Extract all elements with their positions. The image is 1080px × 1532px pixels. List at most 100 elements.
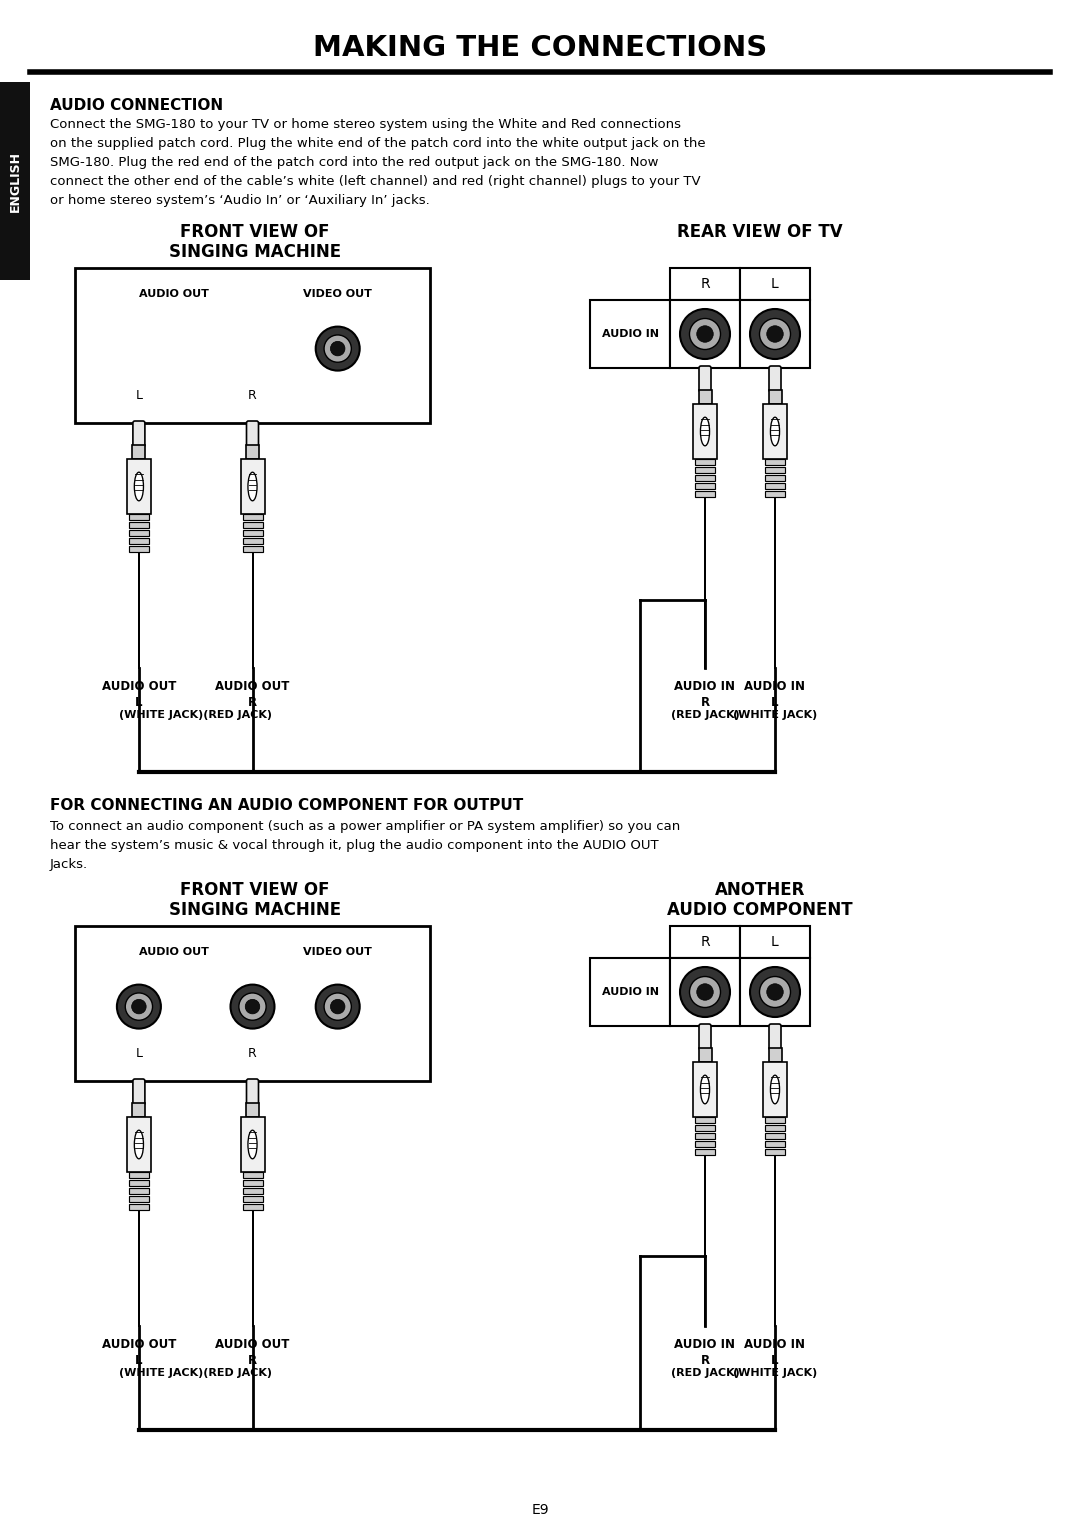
Bar	[762, 404, 787, 460]
Circle shape	[330, 342, 345, 355]
Text: R: R	[701, 1354, 710, 1367]
Text: FOR CONNECTING AN AUDIO COMPONENT FOR OUTPUT: FOR CONNECTING AN AUDIO COMPONENT FOR OU…	[50, 798, 523, 813]
Text: (WHITE JACK): (WHITE JACK)	[733, 1368, 818, 1377]
Bar	[243, 522, 262, 527]
Bar	[129, 1172, 149, 1178]
Circle shape	[759, 976, 791, 1008]
Bar	[670, 268, 740, 300]
FancyBboxPatch shape	[133, 421, 145, 447]
Bar	[696, 1134, 715, 1138]
FancyBboxPatch shape	[246, 421, 258, 447]
Bar	[765, 460, 785, 464]
Bar	[699, 1048, 712, 1062]
Text: Jacks.: Jacks.	[50, 858, 89, 872]
Text: AUDIO OUT: AUDIO OUT	[139, 290, 210, 299]
Text: L: L	[135, 389, 143, 401]
Circle shape	[324, 993, 351, 1020]
Text: R: R	[700, 277, 710, 291]
Text: AUDIO COMPONENT: AUDIO COMPONENT	[667, 901, 853, 919]
Text: connect the other end of the cable’s white (left channel) and red (right channel: connect the other end of the cable’s whi…	[50, 175, 701, 188]
Bar	[129, 1187, 149, 1193]
Bar	[765, 467, 785, 472]
Text: AUDIO OUT: AUDIO OUT	[102, 680, 176, 692]
Ellipse shape	[248, 472, 257, 501]
Text: FRONT VIEW OF: FRONT VIEW OF	[180, 881, 329, 899]
Bar	[127, 1117, 151, 1172]
Bar	[670, 925, 740, 958]
Bar	[740, 300, 810, 368]
Bar	[75, 925, 430, 1082]
Bar	[765, 1141, 785, 1146]
Text: REAR VIEW OF TV: REAR VIEW OF TV	[677, 224, 842, 241]
Circle shape	[689, 319, 720, 349]
Bar	[765, 475, 785, 481]
Bar	[696, 1141, 715, 1146]
Bar	[243, 1187, 262, 1193]
Bar	[243, 1172, 262, 1178]
Circle shape	[750, 967, 800, 1017]
Text: AUDIO CONNECTION: AUDIO CONNECTION	[50, 98, 224, 113]
Bar	[129, 1180, 149, 1186]
FancyBboxPatch shape	[246, 1079, 258, 1105]
Text: SINGING MACHINE: SINGING MACHINE	[168, 901, 341, 919]
Bar	[241, 460, 265, 515]
Text: R: R	[248, 696, 257, 709]
Text: L: L	[771, 696, 779, 709]
Ellipse shape	[701, 417, 710, 446]
Text: L: L	[135, 1046, 143, 1060]
Text: SMG-180. Plug the red end of the patch cord into the red output jack on the SMG-: SMG-180. Plug the red end of the patch c…	[50, 156, 659, 169]
Ellipse shape	[134, 472, 144, 501]
Ellipse shape	[770, 1075, 780, 1103]
Bar	[590, 300, 670, 368]
Bar	[243, 1180, 262, 1186]
Bar	[765, 490, 785, 496]
Text: AUDIO IN: AUDIO IN	[675, 680, 735, 692]
Text: E9: E9	[531, 1503, 549, 1517]
Bar	[129, 1204, 149, 1210]
Text: L: L	[135, 1354, 143, 1367]
Bar	[765, 1124, 785, 1131]
Bar	[133, 1103, 146, 1117]
Bar	[129, 522, 149, 527]
Text: AUDIO IN: AUDIO IN	[744, 680, 806, 692]
Text: on the supplied patch cord. Plug the white end of the patch cord into the white : on the supplied patch cord. Plug the whi…	[50, 136, 705, 150]
Text: L: L	[771, 277, 779, 291]
Bar	[133, 444, 146, 460]
Circle shape	[245, 999, 260, 1014]
Bar	[670, 300, 740, 368]
Bar	[765, 1134, 785, 1138]
Bar	[75, 268, 430, 423]
Text: Connect the SMG-180 to your TV or home stereo system using the White and Red con: Connect the SMG-180 to your TV or home s…	[50, 118, 681, 132]
Circle shape	[330, 999, 345, 1014]
FancyBboxPatch shape	[699, 1023, 711, 1049]
Bar	[243, 1204, 262, 1210]
Ellipse shape	[770, 417, 780, 446]
Bar	[0, 83, 30, 280]
Bar	[765, 1117, 785, 1123]
Bar	[696, 475, 715, 481]
FancyBboxPatch shape	[133, 1079, 145, 1105]
Circle shape	[767, 326, 783, 342]
Bar	[769, 391, 782, 404]
Bar	[129, 538, 149, 544]
Text: (WHITE JACK)(RED JACK): (WHITE JACK)(RED JACK)	[119, 709, 272, 720]
Bar	[243, 1196, 262, 1201]
Bar	[740, 925, 810, 958]
Ellipse shape	[248, 1131, 257, 1158]
Circle shape	[239, 993, 266, 1020]
Text: MAKING THE CONNECTIONS: MAKING THE CONNECTIONS	[313, 34, 767, 61]
Text: AUDIO OUT: AUDIO OUT	[102, 1337, 176, 1351]
Circle shape	[680, 309, 730, 358]
FancyBboxPatch shape	[769, 1023, 781, 1049]
Circle shape	[680, 967, 730, 1017]
Circle shape	[689, 976, 720, 1008]
Text: (RED JACK): (RED JACK)	[671, 709, 740, 720]
Bar	[696, 1149, 715, 1155]
Bar	[241, 1117, 265, 1172]
Bar	[762, 1062, 787, 1117]
Text: ENGLISH: ENGLISH	[9, 150, 22, 211]
Text: hear the system’s music & vocal through it, plug the audio component into the AU: hear the system’s music & vocal through …	[50, 840, 659, 852]
Bar	[696, 460, 715, 464]
Text: R: R	[248, 389, 257, 401]
Text: AUDIO OUT: AUDIO OUT	[215, 680, 289, 692]
